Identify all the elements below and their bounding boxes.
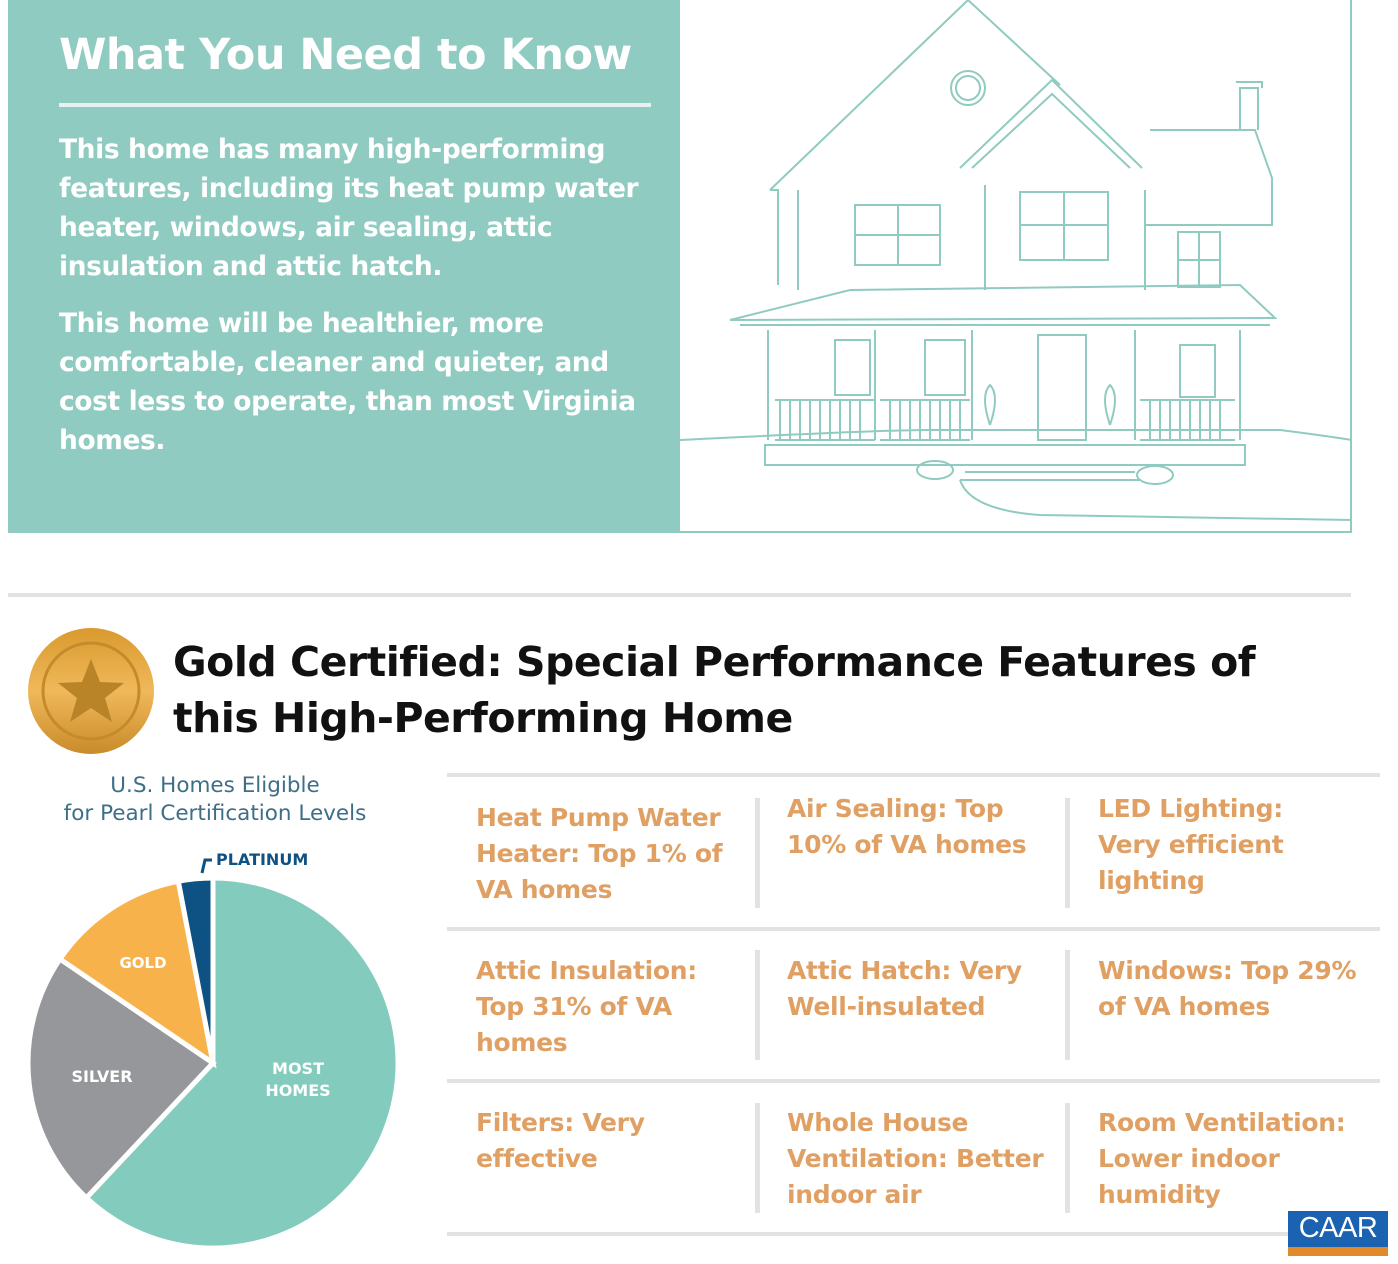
feature-whole-house-ventilation: Whole House Ventilation: Better indoor a… [787, 1108, 1044, 1209]
intro-paragraph-1: This home has many high-performing featu… [59, 134, 639, 282]
grid-separator [1065, 798, 1070, 908]
caar-logo: CAAR [1288, 1211, 1388, 1256]
pie-title-line-1: U.S. Homes Eligible [110, 773, 320, 798]
label-most-homes-1: MOST [272, 1059, 324, 1078]
title-line-2: this High-Performing Home [173, 694, 793, 742]
logo-text: CAAR [1298, 1212, 1378, 1244]
label-gold: GOLD [119, 954, 166, 972]
gold-star-medal-icon [28, 628, 154, 754]
section-divider [8, 593, 1351, 597]
logo-subtext-band [1288, 1247, 1388, 1256]
grid-line [447, 1079, 1380, 1083]
label-silver: SILVER [71, 1067, 132, 1086]
grid-separator [1065, 950, 1070, 1060]
grid-separator [755, 798, 760, 908]
pie-chart-title: U.S. Homes Eligible for Pearl Certificat… [20, 772, 410, 828]
intro-divider [59, 103, 651, 107]
pie-title-line-2: for Pearl Certification Levels [63, 801, 367, 826]
feature-attic-insulation: Attic Insulation: Top 31% of VA homes [476, 956, 697, 1057]
grid-line [447, 773, 1380, 777]
grid-separator [755, 950, 760, 1060]
intro-title: What You Need to Know [59, 30, 632, 80]
house-illustration [679, 0, 1353, 533]
intro-paragraph-2: This home will be healthier, more comfor… [59, 308, 636, 456]
feature-room-ventilation: Room Ventilation: Lower indoor humidity [1098, 1108, 1346, 1209]
house-line-drawing-icon [679, 0, 1353, 521]
grid-separator [755, 1103, 760, 1213]
feature-air-sealing: Air Sealing: Top 10% of VA homes [787, 794, 1027, 859]
feature-heat-pump: Heat Pump Water Heater: Top 1% of VA hom… [476, 803, 723, 904]
feature-windows: Windows: Top 29% of VA homes [1098, 956, 1357, 1021]
label-platinum: PLATINUM [216, 850, 308, 869]
label-most-homes-2: HOMES [265, 1081, 330, 1100]
platinum-leader-line [200, 858, 212, 874]
pie-slice-platinum [175, 875, 216, 1064]
feature-filters: Filters: Very effective [476, 1108, 645, 1173]
pie-slice-gold [56, 878, 217, 1069]
grid-line [447, 927, 1380, 931]
grid-separator [1065, 1103, 1070, 1213]
feature-attic-hatch: Attic Hatch: Very Well-insulated [787, 956, 1022, 1021]
grid-line [447, 1232, 1380, 1236]
pie-slice-silver [25, 955, 217, 1202]
certification-title: Gold Certified: Special Performance Feat… [173, 634, 1256, 746]
pie-chart: PLATINUM MOST HOMES SILVER GOLD [25, 850, 401, 1251]
pie-slice-most-homes [82, 875, 401, 1251]
intro-panel: What You Need to Know This home has many… [8, 0, 680, 533]
feature-led-lighting: LED Lighting: Very efficient lighting [1098, 794, 1284, 895]
title-line-1: Gold Certified: Special Performance Feat… [173, 638, 1256, 686]
